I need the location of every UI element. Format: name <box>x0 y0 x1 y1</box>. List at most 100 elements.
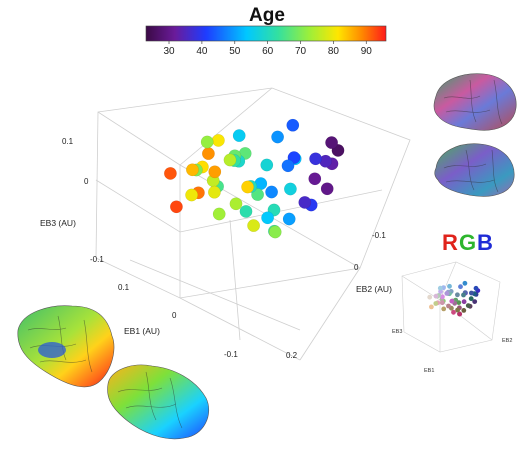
axis-grid-3 <box>179 297 301 361</box>
scatter-points <box>163 118 345 239</box>
rgb-scatter-point <box>455 307 460 313</box>
scatter-point <box>207 185 221 199</box>
colorbar-tick-label: 40 <box>196 46 208 57</box>
rgb-scatter-point <box>433 301 439 306</box>
colorbar-title: Age <box>249 5 285 26</box>
rgb-scatter-points <box>427 280 481 317</box>
rgb-scatter-point <box>441 306 447 312</box>
rgb-scatter-point <box>437 285 443 291</box>
scatter-point <box>298 195 312 209</box>
brain-medial-rgb <box>434 143 515 197</box>
rgb-eb1-label: EB1 <box>424 368 434 374</box>
rgb-scatter-point <box>461 299 467 305</box>
eb3-tick-2: -0.1 <box>90 255 104 264</box>
colorbar-tick-label: 90 <box>361 46 373 57</box>
scatter-point <box>282 212 296 226</box>
rgb-scatter-point <box>465 303 471 308</box>
scatter-point <box>208 165 222 179</box>
scatter-point <box>163 166 177 180</box>
rgb-scatter-point <box>461 292 466 298</box>
scatter-point <box>211 133 225 147</box>
main-3d-axes <box>95 87 411 361</box>
scatter-point <box>229 197 243 211</box>
brain-lateral-age <box>17 305 115 388</box>
rgb-scatter-point <box>427 294 433 300</box>
colorbar-tick-label: 80 <box>328 46 340 57</box>
rgb-scatter-point <box>446 303 451 309</box>
scatter-point <box>271 130 285 144</box>
eb3-tick-1: 0 <box>84 177 89 186</box>
eb1-tick-0: 0.1 <box>118 283 130 292</box>
colorbar-tick-label: 30 <box>163 46 175 57</box>
rgb-scatter-point <box>429 304 434 310</box>
scatter-point <box>185 188 199 202</box>
brain-lateral-rgb <box>433 73 517 131</box>
axis-grid-5 <box>299 267 361 361</box>
colorbar-tick-label: 50 <box>229 46 241 57</box>
scatter-point <box>201 147 215 161</box>
scatter-point <box>185 163 199 177</box>
rgb-scatter-point <box>458 284 463 290</box>
rgb-scatter-point <box>472 299 478 304</box>
axis-grid-4 <box>229 219 241 341</box>
rgb-scatter-point <box>447 283 452 289</box>
rgb-scatter-point <box>469 290 474 296</box>
axis-edge-2 <box>179 87 273 166</box>
scatter-point <box>239 204 253 218</box>
rgb-panel: R G B EB3 EB2 EB1 <box>392 230 512 374</box>
eb2-tick-0: 0 <box>354 263 359 272</box>
axis-grid-2 <box>129 259 301 331</box>
rgb-title-r: R <box>442 230 458 255</box>
rgb-title-b: B <box>477 230 493 255</box>
eb2-axis-label: EB2 (AU) <box>356 284 392 294</box>
scatter-point <box>251 188 265 202</box>
rgb-eb3-label: EB3 <box>392 329 402 335</box>
colorbar-tick-label: 60 <box>262 46 274 57</box>
eb1-tick-1: 0 <box>172 311 177 320</box>
colorbar-tick-label: 70 <box>295 46 307 57</box>
scatter-point <box>308 172 322 186</box>
scatter-point <box>268 225 282 239</box>
scatter-point <box>283 182 297 196</box>
eb1-axis-label: EB1 (AU) <box>124 326 160 336</box>
scatter-point <box>212 207 226 221</box>
rgb-scatter-point <box>433 293 439 299</box>
rgb-eb2-label: EB2 <box>502 338 512 344</box>
rgb-scatter-point <box>455 292 460 298</box>
rgb-scatter-point <box>468 296 474 302</box>
scatter-point <box>169 200 183 214</box>
rgb-scatter-point <box>451 309 456 315</box>
scatter-point <box>260 158 274 172</box>
eb3-axis-label: EB3 (AU) <box>40 218 76 228</box>
scatter-point <box>223 153 237 167</box>
eb1-tick-3: 0.2 <box>286 351 298 360</box>
axis-edge-1 <box>97 111 361 269</box>
scatter-point <box>281 159 295 173</box>
scatter-point <box>247 219 261 233</box>
rgb-scatter-point <box>457 311 463 317</box>
scatter-point <box>265 185 279 199</box>
colorbar: Age 30 40 50 60 70 80 90 <box>145 5 387 57</box>
scatter-point <box>286 118 300 132</box>
rgb-axes <box>401 261 501 353</box>
brain-medial-age <box>107 364 210 440</box>
scatter-point <box>241 180 255 194</box>
scatter-point <box>232 129 246 143</box>
rgb-scatter-point <box>461 308 467 313</box>
main-axis-labels: EB3 (AU) EB2 (AU) EB1 (AU) 0.1 0 -0.1 0.… <box>40 137 392 360</box>
scatter-point <box>320 182 334 196</box>
rgb-scatter-point <box>449 298 455 304</box>
rgb-scatter-point <box>473 285 479 291</box>
rgb-title-g: G <box>459 230 476 255</box>
colorbar-ticks: 30 40 50 60 70 80 90 <box>163 41 372 57</box>
eb1-tick-2: -0.1 <box>224 350 238 359</box>
rgb-scatter-point <box>462 280 468 286</box>
rgb-scatter-point <box>439 300 445 306</box>
scatter-point <box>200 135 214 149</box>
scatter-point <box>261 211 275 225</box>
scatter-point <box>325 136 339 150</box>
scatter-point <box>309 152 323 166</box>
eb2-tick-1: -0.1 <box>372 231 386 240</box>
